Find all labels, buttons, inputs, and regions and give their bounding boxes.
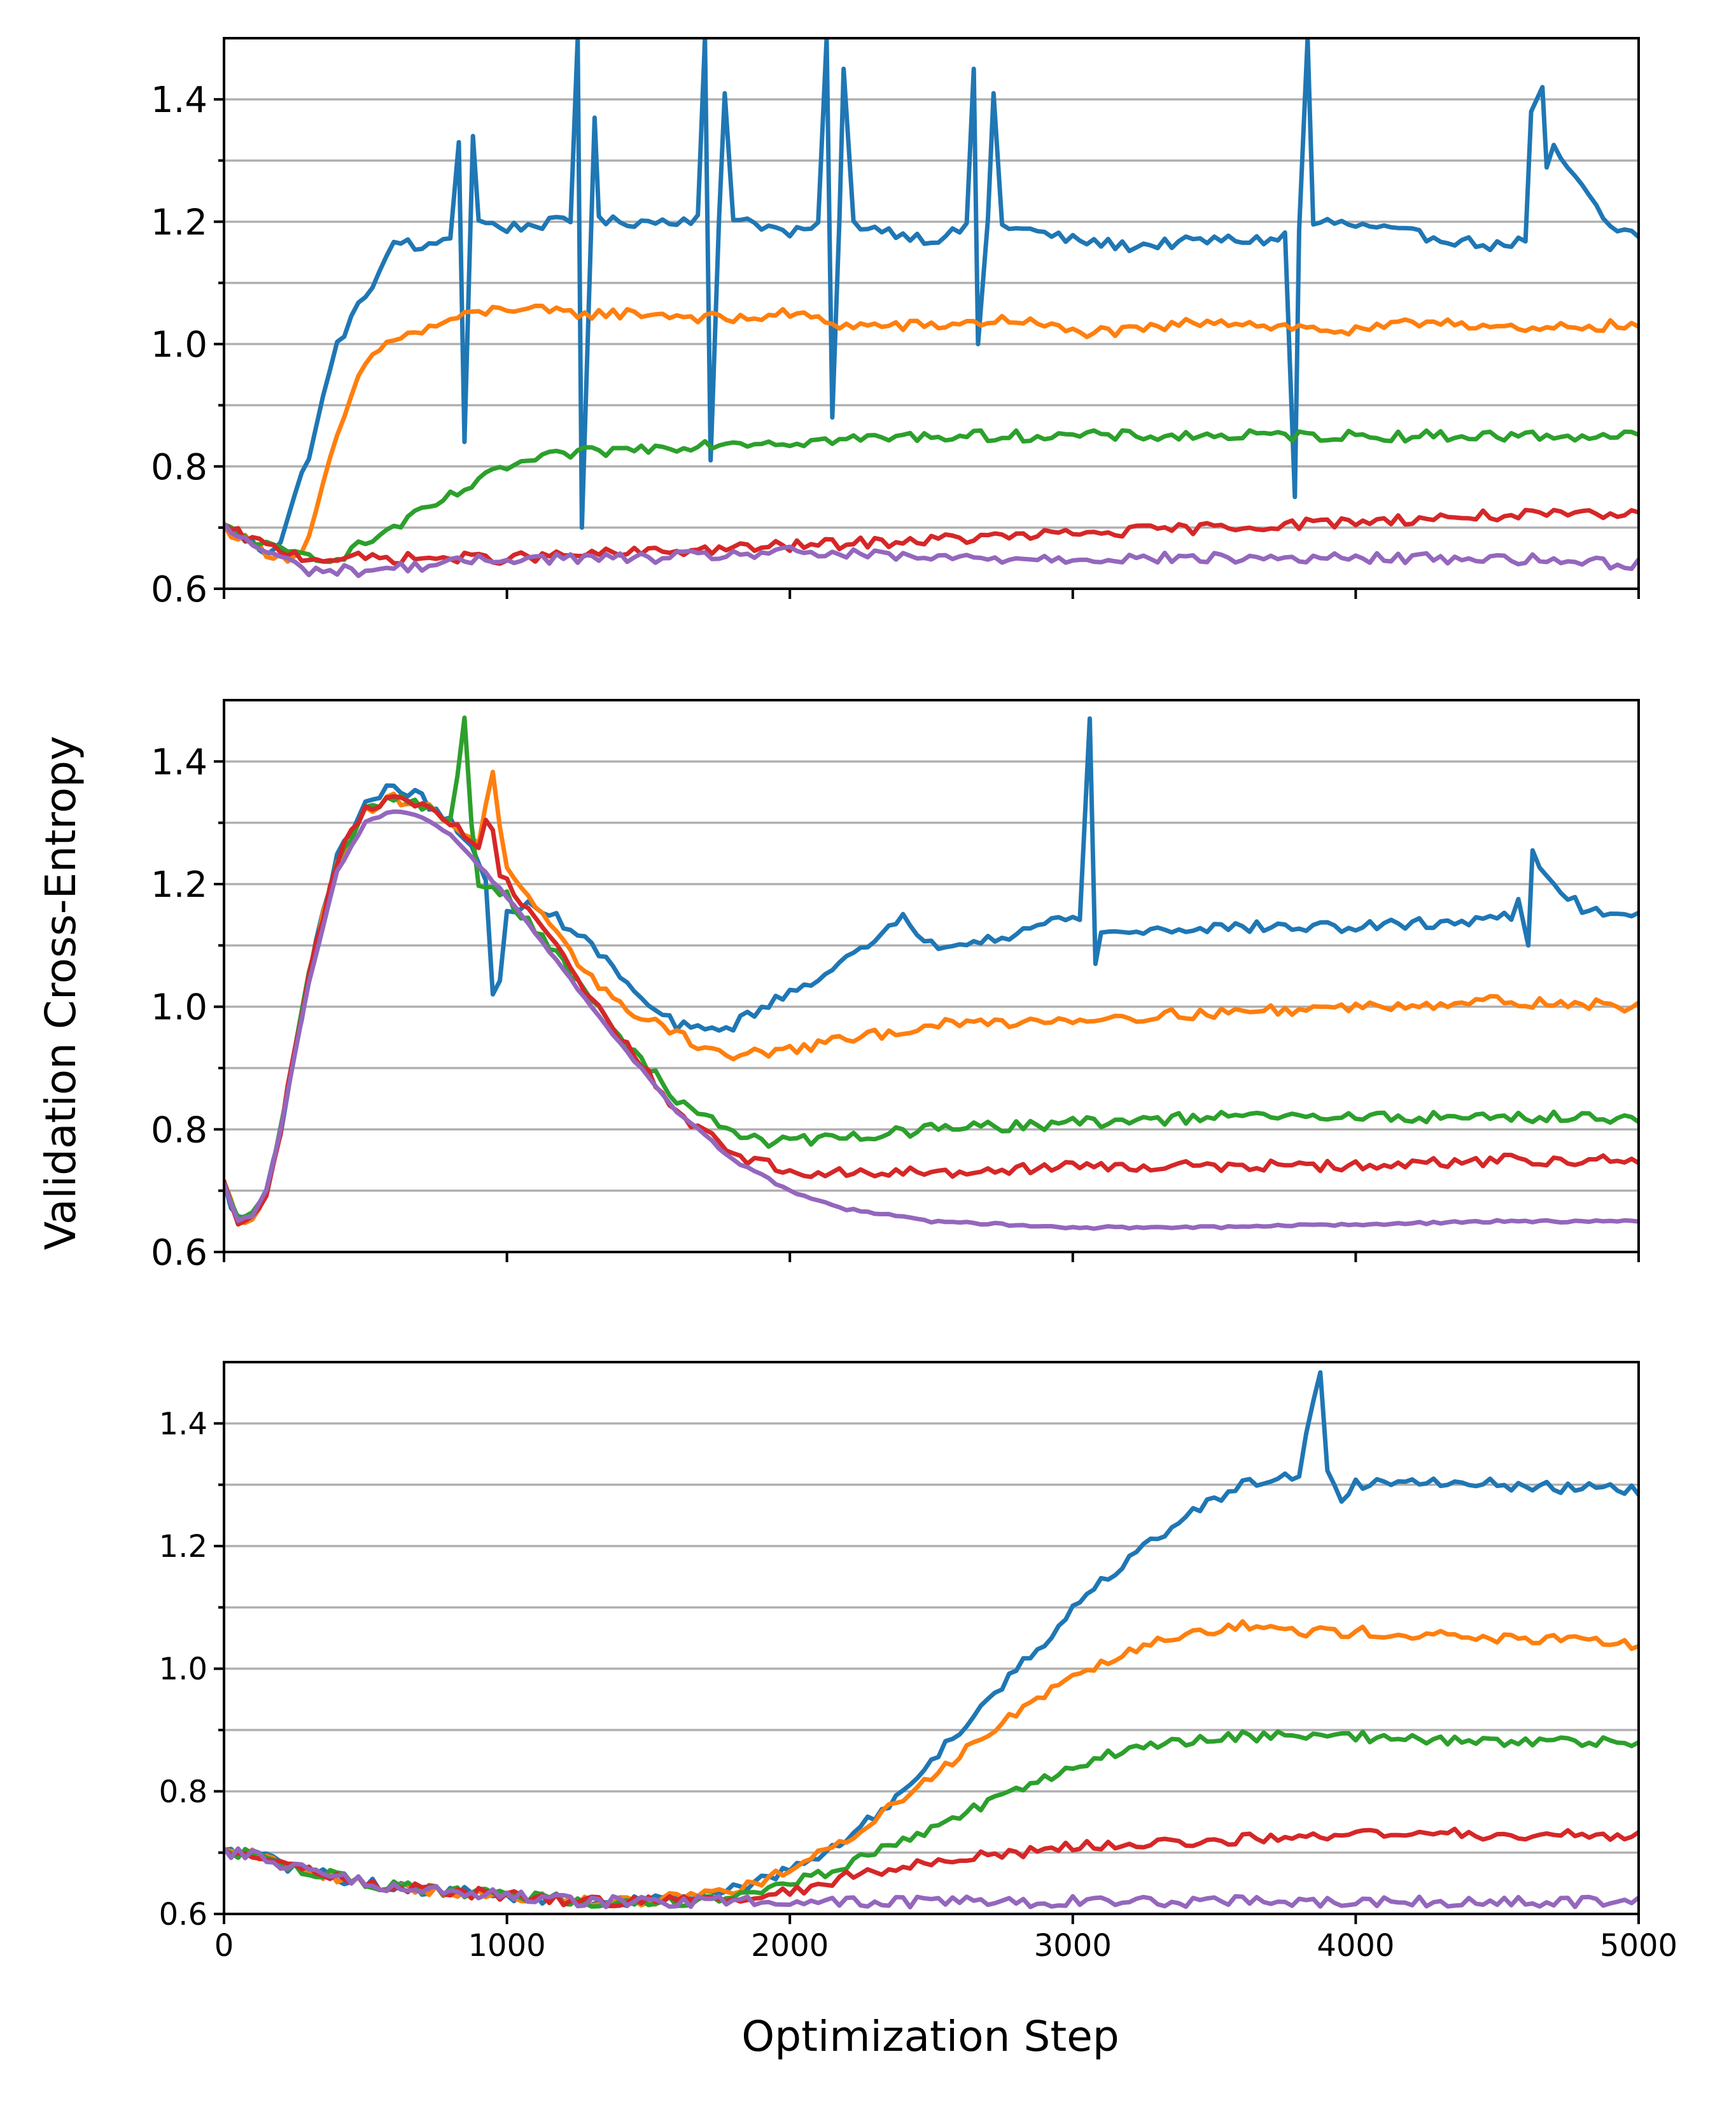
y-tick-label: 0.8 xyxy=(151,447,207,488)
line-middle-series-3 xyxy=(224,715,1639,1220)
x-tick-label: 0 xyxy=(214,1928,234,1964)
series-group xyxy=(224,38,1639,579)
x-tick-label: 1000 xyxy=(468,1928,546,1964)
line-top-series-5 xyxy=(224,521,1639,579)
line-middle-series-1 xyxy=(224,716,1639,1221)
panel-bottom: 0.6 0.8 1.0 1.2 1.4 0 1000 2000 3000 4000 5000 xyxy=(159,1361,1677,1964)
y-tick-label: 0.8 xyxy=(159,1774,207,1810)
y-tick-label: 0.6 xyxy=(159,1897,207,1932)
x-tick-label: 4000 xyxy=(1317,1928,1394,1964)
axes-frame xyxy=(223,699,1640,1253)
x-tick-label: 3000 xyxy=(1034,1928,1112,1964)
y-tick-label: 1.4 xyxy=(159,1406,207,1442)
x-tick-label: 5000 xyxy=(1600,1928,1677,1964)
panels: 0.6 0.8 1.0 1.2 1.4 0.6 0.8 1.0 1.2 1.4 0.6 0.8 1.0 1… xyxy=(151,37,1677,1964)
series-group xyxy=(224,715,1639,1231)
y-tick-label: 1.0 xyxy=(151,987,207,1029)
y-tick-label: 1.4 xyxy=(151,80,207,121)
axes-frame xyxy=(223,37,1640,590)
line-top-series-2 xyxy=(224,304,1639,564)
axes-frame xyxy=(223,1361,1640,1915)
line-top-series-1 xyxy=(224,38,1639,558)
y-tick-label: 1.2 xyxy=(159,1529,207,1565)
series-group xyxy=(224,1370,1639,1910)
panel-middle: 0.6 0.8 1.0 1.2 1.4 xyxy=(151,699,1640,1274)
line-middle-series-5 xyxy=(224,809,1639,1231)
line-middle-series-4 xyxy=(224,794,1639,1227)
y-tick-label: 0.6 xyxy=(151,1232,207,1274)
y-axis-title: Validation Cross-Entropy xyxy=(36,736,85,1250)
x-axis-title: Optimization Step xyxy=(741,2012,1119,2061)
y-tick-label: 1.2 xyxy=(151,202,207,243)
y-tick-label: 1.4 xyxy=(151,742,207,783)
y-tick-label: 1.0 xyxy=(159,1652,207,1687)
x-tick-label: 2000 xyxy=(751,1928,829,1964)
line-middle-series-2 xyxy=(224,770,1639,1225)
line-top-series-3 xyxy=(224,428,1639,565)
panel-top: 0.6 0.8 1.0 1.2 1.4 xyxy=(151,37,1640,610)
line-bottom-series-4 xyxy=(224,1826,1639,1909)
y-tick-label: 1.2 xyxy=(151,864,207,906)
y-tick-label: 0.6 xyxy=(151,569,207,610)
line-bottom-series-5 xyxy=(224,1846,1639,1910)
y-tick-label: 1.0 xyxy=(151,325,207,366)
y-tick-label: 0.8 xyxy=(151,1109,207,1151)
